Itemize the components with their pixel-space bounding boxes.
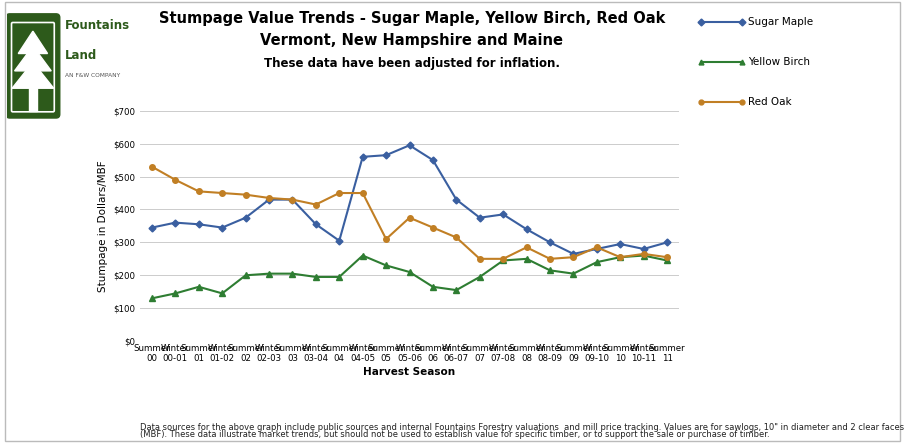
Yellow Birch	[147, 295, 157, 301]
Red Oak	[310, 202, 321, 207]
Y-axis label: Stumpage in Dollars/MBF: Stumpage in Dollars/MBF	[98, 160, 108, 292]
Sugar Maple	[591, 246, 602, 252]
Polygon shape	[18, 31, 48, 54]
Sugar Maple	[474, 215, 485, 220]
Red Oak	[334, 190, 345, 196]
Yellow Birch	[170, 291, 181, 296]
Yellow Birch	[614, 255, 625, 260]
Sugar Maple	[662, 240, 672, 245]
Red Oak	[451, 235, 462, 240]
Bar	[29, 88, 37, 111]
X-axis label: Harvest Season: Harvest Season	[364, 367, 455, 377]
Sugar Maple	[614, 241, 625, 247]
Text: Yellow Birch: Yellow Birch	[748, 57, 811, 67]
Red Oak	[638, 251, 649, 256]
Text: Land: Land	[64, 49, 97, 62]
Yellow Birch	[521, 256, 532, 261]
Yellow Birch	[217, 291, 228, 296]
Text: Fountains: Fountains	[64, 19, 129, 32]
Red Oak	[591, 245, 602, 250]
Red Oak	[498, 256, 509, 261]
Sugar Maple	[357, 154, 368, 159]
Red Oak	[287, 197, 298, 202]
Yellow Birch	[381, 263, 392, 268]
Text: AN F&W COMPANY: AN F&W COMPANY	[64, 74, 119, 78]
Yellow Birch	[427, 284, 438, 289]
Yellow Birch	[357, 253, 368, 258]
Yellow Birch	[474, 274, 485, 280]
Yellow Birch	[310, 274, 321, 280]
Sugar Maple	[498, 212, 509, 217]
Red Oak	[474, 256, 485, 261]
Sugar Maple	[381, 152, 392, 158]
Sugar Maple	[568, 251, 579, 256]
FancyBboxPatch shape	[6, 14, 60, 118]
Yellow Birch	[498, 258, 509, 263]
Line: Red Oak: Red Oak	[149, 164, 670, 262]
Yellow Birch	[662, 258, 672, 263]
Yellow Birch	[404, 269, 414, 275]
Yellow Birch	[451, 288, 462, 293]
Red Oak	[357, 190, 368, 196]
Red Oak	[614, 255, 625, 260]
Red Oak	[217, 190, 228, 196]
Sugar Maple	[404, 143, 414, 148]
Sugar Maple	[451, 197, 462, 202]
Sugar Maple	[147, 225, 157, 230]
Red Oak	[381, 237, 392, 242]
Text: Data sources for the above graph include public sources and internal Fountains F: Data sources for the above graph include…	[140, 423, 905, 432]
Red Oak	[240, 192, 251, 197]
Red Oak	[404, 215, 414, 220]
Text: (MBF). These data illustrate market trends, but should not be used to establish : (MBF). These data illustrate market tren…	[140, 430, 770, 439]
Sugar Maple	[240, 215, 251, 220]
Yellow Birch	[568, 271, 579, 276]
Sugar Maple	[194, 222, 205, 227]
Sugar Maple	[334, 238, 345, 243]
Sugar Maple	[521, 226, 532, 232]
Text: Vermont, New Hampshire and Maine: Vermont, New Hampshire and Maine	[261, 33, 563, 48]
Sugar Maple	[263, 197, 274, 202]
Polygon shape	[14, 46, 52, 71]
Line: Sugar Maple: Sugar Maple	[149, 143, 670, 256]
Red Oak	[170, 177, 181, 183]
Text: Sugar Maple: Sugar Maple	[748, 17, 814, 27]
Line: Yellow Birch: Yellow Birch	[149, 253, 670, 301]
Red Oak	[545, 256, 556, 261]
Yellow Birch	[591, 260, 602, 265]
Sugar Maple	[638, 246, 649, 252]
Yellow Birch	[263, 271, 274, 276]
Red Oak	[568, 255, 579, 260]
Polygon shape	[12, 62, 53, 88]
Red Oak	[147, 164, 157, 169]
Sugar Maple	[427, 157, 438, 163]
Red Oak	[662, 255, 672, 260]
Yellow Birch	[545, 268, 556, 273]
Yellow Birch	[334, 274, 345, 280]
Red Oak	[521, 245, 532, 250]
Red Oak	[263, 195, 274, 201]
Yellow Birch	[194, 284, 205, 289]
Sugar Maple	[287, 197, 298, 202]
Red Oak	[194, 189, 205, 194]
Yellow Birch	[287, 271, 298, 276]
Sugar Maple	[310, 222, 321, 227]
Sugar Maple	[217, 225, 228, 230]
Text: Stumpage Value Trends - Sugar Maple, Yellow Birch, Red Oak: Stumpage Value Trends - Sugar Maple, Yel…	[158, 11, 665, 26]
Sugar Maple	[170, 220, 181, 225]
Yellow Birch	[240, 272, 251, 278]
Text: These data have been adjusted for inflation.: These data have been adjusted for inflat…	[263, 57, 560, 70]
Red Oak	[427, 225, 438, 230]
Yellow Birch	[638, 253, 649, 258]
Sugar Maple	[545, 240, 556, 245]
Text: Red Oak: Red Oak	[748, 97, 792, 107]
